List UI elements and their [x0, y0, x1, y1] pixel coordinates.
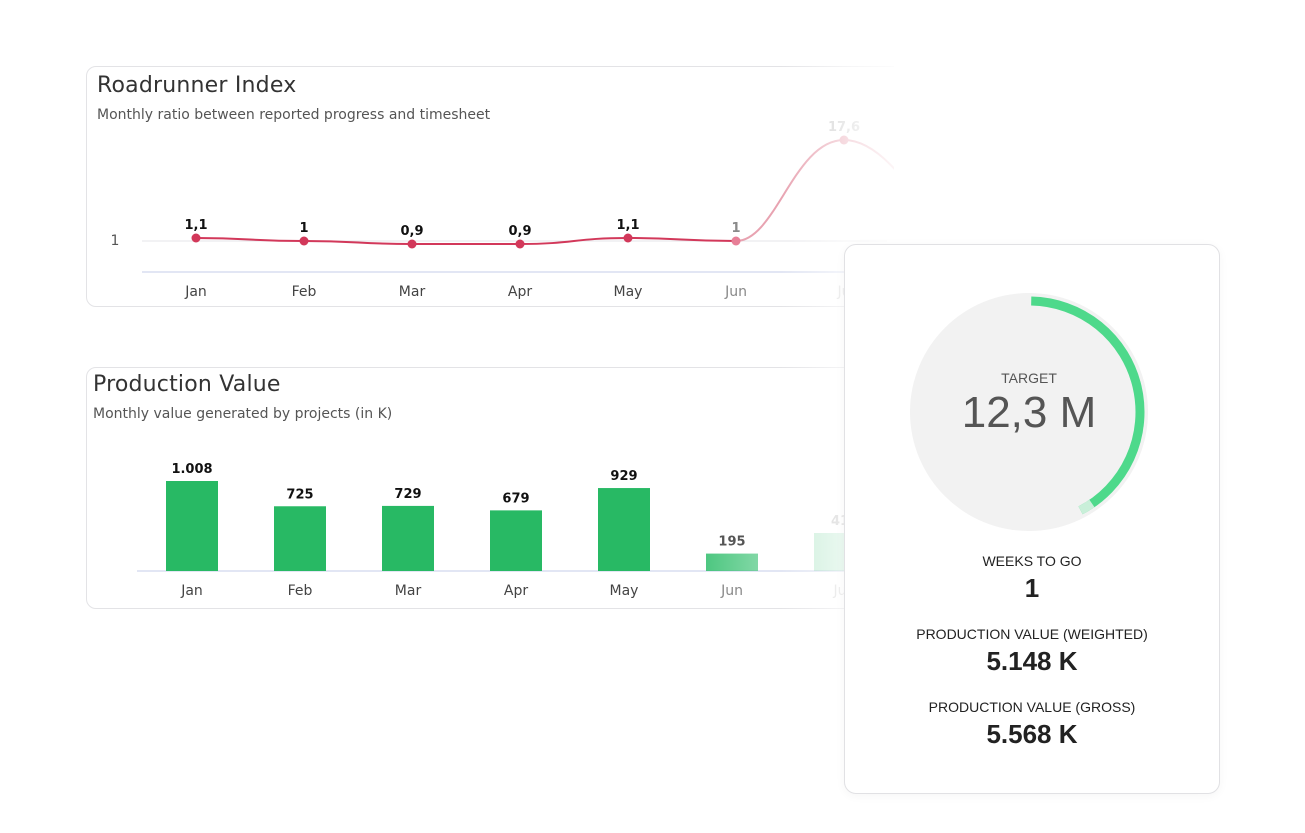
gauge-progress-arc	[1031, 296, 1145, 515]
data-point	[299, 236, 309, 246]
x-tick-label: Feb	[288, 583, 313, 599]
data-label: 0,9	[508, 224, 531, 239]
series-line	[195, 236, 737, 246]
production-bar-chart: 1.008Jan725Feb729Mar679Apr929May195Jun41…	[137, 462, 887, 599]
bar	[274, 506, 326, 571]
bar	[598, 488, 650, 571]
data-point	[191, 233, 201, 243]
target-card: TARGET 12,3 M WEEKS TO GO 1 PRODUCTION V…	[844, 244, 1220, 794]
weeks-to-go-value: 1	[1024, 573, 1040, 603]
gauge-label: TARGET	[1001, 370, 1057, 386]
gauge-ring	[910, 293, 1148, 531]
data-label: 929	[610, 469, 637, 484]
bar	[382, 505, 434, 571]
gauge-value: 12,3 M	[961, 388, 1097, 437]
data-point	[407, 239, 417, 249]
weighted-value: 5.148 K	[986, 646, 1078, 676]
data-label: 1,1	[184, 218, 207, 233]
gross-value: 5.568 K	[986, 719, 1078, 749]
weeks-to-go-label: WEEKS TO GO	[982, 553, 1082, 569]
data-point	[515, 239, 525, 249]
data-point	[731, 236, 741, 246]
bar	[706, 553, 758, 571]
x-tick-label: May	[610, 583, 639, 599]
x-tick-label: Mar	[399, 284, 426, 300]
x-tick-label: Mar	[395, 583, 422, 599]
x-tick-label: Apr	[504, 583, 528, 599]
roadrunner-title: Roadrunner Index	[97, 73, 297, 98]
x-tick-label: Jan	[184, 284, 207, 300]
gauge-background	[910, 293, 1148, 531]
weighted-label: PRODUCTION VALUE (WEIGHTED)	[916, 626, 1148, 642]
y-tick-label: 1	[111, 233, 120, 249]
data-label: 1	[731, 221, 740, 236]
x-tick-label: Jun	[724, 284, 747, 300]
data-label: 17,6	[828, 120, 860, 135]
data-label: 725	[286, 487, 313, 502]
production-value-card: Production Value Monthly value generated…	[86, 367, 916, 609]
x-tick-label: May	[614, 284, 643, 300]
data-point	[839, 135, 849, 145]
production-subtitle: Monthly value generated by projects (in …	[93, 406, 393, 422]
x-tick-label: Apr	[508, 284, 532, 300]
gauge-progress-tail	[1078, 499, 1095, 515]
bar	[490, 510, 542, 571]
production-title: Production Value	[93, 372, 281, 397]
data-label: 1,1	[616, 218, 639, 233]
x-tick-label: Jan	[180, 583, 203, 599]
roadrunner-subtitle: Monthly ratio between reported progress …	[97, 107, 491, 123]
data-label: 1	[299, 221, 308, 236]
x-tick-label: Feb	[292, 284, 317, 300]
data-label: 729	[394, 487, 421, 502]
gross-label: PRODUCTION VALUE (GROSS)	[928, 699, 1136, 715]
series-line-faded	[735, 138, 905, 242]
x-tick-label: Jun	[720, 583, 743, 599]
data-point	[623, 233, 633, 243]
roadrunner-index-card: Roadrunner Index Monthly ratio between r…	[86, 66, 916, 307]
bar	[166, 481, 218, 571]
data-label: 0,9	[400, 224, 423, 239]
data-label: 679	[502, 491, 529, 506]
data-label: 1.008	[171, 462, 212, 477]
target-gauge: TARGET 12,3 M	[909, 292, 1149, 532]
data-label: 195	[718, 535, 745, 550]
